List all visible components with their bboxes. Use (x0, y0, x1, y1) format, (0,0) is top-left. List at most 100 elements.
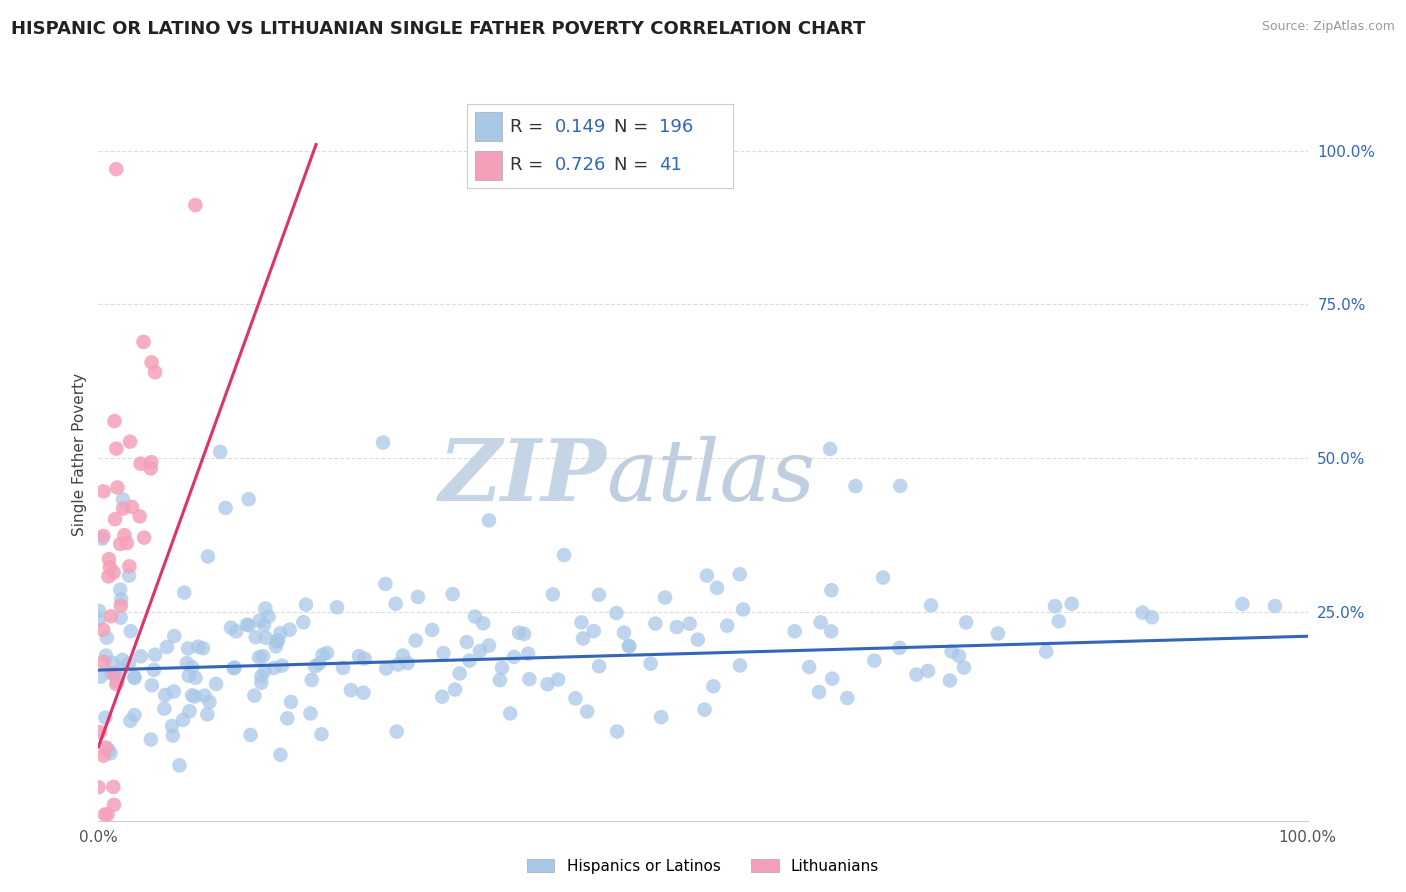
Point (105, 162, 128, 177)
Point (97, 552, 120, 566)
Point (1232, 597, 1254, 611)
Point (347, 649, 370, 664)
Point (238, 618, 260, 632)
Point (112, 501, 135, 516)
Point (89, 725, 111, 739)
Point (517, 647, 540, 661)
Point (987, 626, 1010, 640)
Point (941, 644, 963, 658)
Point (326, 600, 349, 615)
Point (1140, 610, 1163, 624)
Point (205, 677, 228, 691)
Point (254, 601, 277, 615)
Point (783, 624, 806, 639)
Point (571, 615, 593, 630)
Point (889, 479, 911, 493)
Point (93, 529, 115, 543)
Point (110, 610, 132, 624)
Point (142, 663, 165, 677)
Point (104, 512, 127, 526)
Point (108, 582, 131, 597)
Point (97, 569, 120, 583)
Point (110, 537, 132, 551)
Point (139, 461, 162, 475)
Point (141, 455, 163, 469)
Point (468, 644, 491, 658)
Point (955, 615, 977, 630)
Point (311, 727, 333, 741)
Point (128, 509, 150, 524)
Point (96, 631, 118, 645)
Point (808, 685, 831, 699)
Point (1043, 599, 1066, 614)
Point (252, 649, 274, 664)
Point (706, 581, 728, 595)
Point (269, 747, 291, 762)
Point (605, 606, 627, 620)
Point (132, 334, 155, 349)
Point (94, 807, 117, 822)
Point (103, 666, 125, 681)
Point (238, 492, 260, 507)
Point (162, 729, 184, 743)
Point (547, 673, 569, 687)
Point (444, 682, 467, 697)
Point (810, 615, 832, 630)
Point (295, 598, 318, 612)
Point (458, 654, 481, 668)
Point (316, 646, 339, 660)
Point (266, 634, 288, 648)
Point (375, 661, 398, 675)
Point (239, 728, 262, 742)
Point (301, 673, 323, 687)
Point (120, 624, 142, 639)
Point (105, 677, 128, 691)
Point (374, 577, 396, 591)
Point (143, 648, 166, 662)
Point (93, 748, 115, 763)
Point (553, 548, 575, 562)
Point (1132, 606, 1154, 620)
Point (118, 568, 141, 582)
Point (837, 691, 859, 706)
Point (572, 632, 595, 646)
Point (169, 758, 191, 772)
Point (163, 684, 186, 698)
Point (187, 640, 209, 654)
Point (177, 641, 200, 656)
Point (87, 613, 110, 627)
Point (110, 592, 132, 607)
Point (844, 479, 866, 493)
Point (392, 648, 415, 663)
Point (219, 621, 242, 635)
Point (696, 568, 718, 582)
Point (107, 481, 129, 495)
Point (678, 616, 700, 631)
Point (499, 706, 522, 721)
Point (153, 701, 176, 715)
Point (396, 656, 419, 670)
Point (94, 648, 117, 663)
Point (939, 673, 962, 688)
Point (87, 780, 110, 795)
Point (905, 667, 928, 681)
Point (103, 797, 125, 812)
Point (100, 747, 122, 761)
Point (236, 617, 259, 632)
Point (198, 695, 221, 709)
Point (110, 599, 132, 613)
Point (93, 655, 115, 669)
Point (948, 648, 970, 663)
Point (332, 661, 354, 675)
Point (464, 609, 486, 624)
Point (576, 705, 599, 719)
Point (93, 484, 115, 499)
Point (405, 633, 427, 648)
Point (264, 640, 287, 654)
Point (430, 690, 453, 704)
Point (177, 669, 200, 683)
Point (889, 640, 911, 655)
Point (104, 667, 127, 681)
Point (224, 660, 246, 674)
Point (250, 675, 273, 690)
